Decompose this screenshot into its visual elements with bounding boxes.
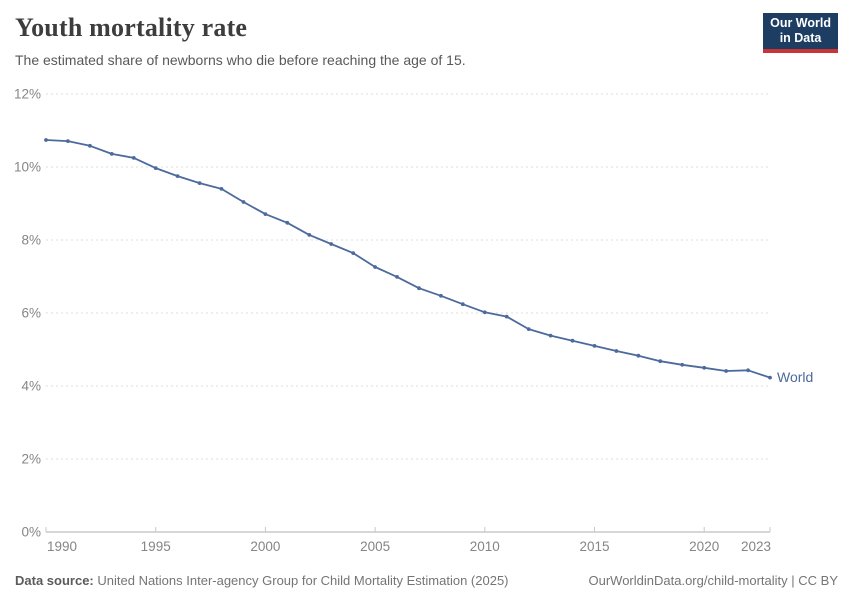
data-point[interactable] (482, 310, 487, 315)
data-point[interactable] (197, 181, 202, 186)
x-axis-tick-label: 2023 (741, 539, 771, 554)
data-point[interactable] (746, 368, 750, 373)
data-point[interactable] (504, 314, 509, 319)
data-point[interactable] (307, 233, 312, 237)
data-point[interactable] (439, 293, 443, 298)
y-axis-tick-label: 10% (14, 160, 41, 175)
x-axis-tick-label: 2010 (470, 539, 500, 554)
y-axis-tick-label: 6% (21, 306, 41, 321)
data-point[interactable] (373, 265, 377, 269)
y-axis-tick-label: 0% (21, 525, 41, 540)
data-point[interactable] (526, 327, 531, 331)
data-point[interactable] (285, 220, 290, 225)
series-label-world[interactable]: World (777, 369, 813, 385)
x-axis-tick-label: 2005 (360, 539, 390, 554)
data-point[interactable] (768, 375, 772, 380)
data-point[interactable] (570, 338, 575, 343)
owid-logo[interactable]: Our World in Data (763, 13, 838, 53)
data-point[interactable] (153, 166, 158, 171)
data-source: Data source: United Nations Inter-agency… (15, 573, 509, 588)
owid-logo-line2: in Data (779, 31, 822, 45)
y-axis-tick-label: 12% (14, 87, 41, 102)
data-source-label: Data source: (15, 573, 94, 588)
y-axis-tick-label: 4% (21, 379, 41, 394)
data-point[interactable] (44, 138, 48, 142)
x-axis-tick-label: 2015 (579, 539, 609, 554)
x-axis-tick-label: 1990 (47, 539, 77, 554)
data-point[interactable] (219, 187, 224, 191)
x-axis-tick-label: 2020 (689, 539, 719, 554)
y-axis-tick-label: 2% (21, 452, 41, 467)
data-source-text: United Nations Inter-agency Group for Ch… (97, 573, 509, 588)
data-point[interactable] (175, 174, 180, 179)
data-point[interactable] (724, 369, 728, 373)
x-axis-tick-label: 2000 (250, 539, 280, 554)
chart-footer: Data source: United Nations Inter-agency… (15, 573, 838, 588)
attribution-link[interactable]: OurWorldinData.org/child-mortality | CC … (588, 573, 839, 588)
data-point[interactable] (66, 139, 70, 144)
x-axis-tick-label: 1995 (141, 539, 171, 554)
y-axis-tick-label: 8% (21, 233, 41, 248)
data-point[interactable] (329, 242, 334, 246)
data-point[interactable] (263, 212, 268, 217)
data-point[interactable] (636, 353, 641, 358)
data-point[interactable] (658, 359, 663, 364)
data-point[interactable] (702, 365, 707, 370)
data-point[interactable] (614, 349, 619, 353)
data-point[interactable] (417, 286, 421, 291)
data-point[interactable] (460, 302, 465, 307)
data-point[interactable] (395, 275, 399, 279)
data-point[interactable] (131, 156, 136, 160)
data-point[interactable] (109, 152, 114, 156)
data-point[interactable] (680, 362, 685, 367)
owid-logo-line1: Our World (770, 16, 831, 30)
series-line-world[interactable] (45, 139, 771, 379)
data-point[interactable] (592, 344, 597, 348)
data-point[interactable] (351, 251, 356, 256)
page-title: Youth mortality rate (15, 13, 248, 42)
chart-subtitle: The estimated share of newborns who die … (15, 52, 466, 68)
data-point[interactable] (548, 333, 553, 338)
data-point[interactable] (88, 143, 92, 148)
data-point[interactable] (241, 200, 246, 204)
